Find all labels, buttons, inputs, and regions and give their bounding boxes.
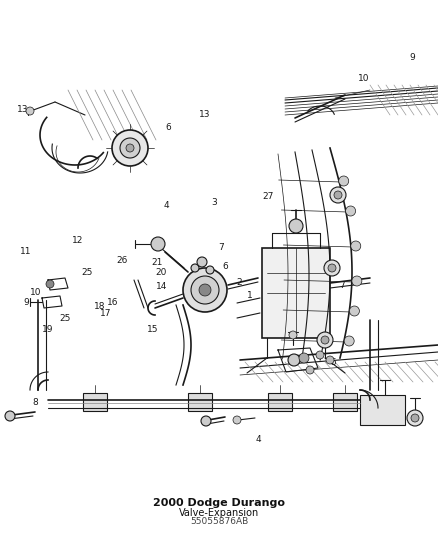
Text: 8: 8: [32, 398, 38, 407]
Text: 6: 6: [223, 262, 229, 271]
Circle shape: [326, 356, 334, 364]
Text: 15: 15: [147, 325, 158, 334]
Text: 9: 9: [410, 53, 416, 62]
Circle shape: [112, 130, 148, 166]
Text: 13: 13: [17, 105, 28, 114]
Bar: [268, 393, 292, 411]
Circle shape: [351, 241, 361, 251]
Text: 5: 5: [330, 358, 336, 367]
Text: 13: 13: [199, 110, 211, 119]
Circle shape: [328, 264, 336, 272]
Circle shape: [191, 276, 219, 304]
Bar: [333, 393, 357, 411]
Text: 16: 16: [107, 298, 119, 307]
Text: 9: 9: [23, 298, 29, 307]
Circle shape: [407, 410, 423, 426]
Text: 4: 4: [164, 201, 169, 209]
Circle shape: [350, 306, 360, 316]
Circle shape: [26, 107, 34, 115]
Circle shape: [411, 414, 419, 422]
Circle shape: [233, 416, 241, 424]
Text: 14: 14: [155, 282, 167, 291]
Text: 12: 12: [72, 237, 84, 245]
Circle shape: [288, 354, 300, 366]
Circle shape: [317, 332, 333, 348]
Bar: [188, 393, 212, 411]
Circle shape: [126, 144, 134, 152]
Text: 2: 2: [236, 278, 241, 287]
Circle shape: [352, 276, 362, 286]
Circle shape: [197, 257, 207, 267]
Text: 20: 20: [155, 269, 167, 277]
Circle shape: [151, 237, 165, 251]
Bar: [83, 393, 107, 411]
Circle shape: [324, 260, 340, 276]
Text: 17: 17: [100, 309, 112, 318]
Text: Valve-Expansion: Valve-Expansion: [179, 508, 259, 518]
Text: 55055876AB: 55055876AB: [190, 518, 248, 527]
Circle shape: [334, 191, 342, 199]
Text: 25: 25: [59, 314, 71, 323]
Text: 4: 4: [256, 435, 261, 444]
Text: 7: 7: [218, 244, 224, 252]
Circle shape: [46, 280, 54, 288]
Text: 25: 25: [81, 269, 92, 277]
Text: 2000 Dodge Durango: 2000 Dodge Durango: [153, 498, 285, 508]
Circle shape: [299, 353, 309, 363]
Text: 11: 11: [20, 247, 31, 256]
Circle shape: [191, 264, 199, 272]
Circle shape: [321, 336, 329, 344]
Circle shape: [206, 266, 214, 274]
Text: 21: 21: [151, 258, 162, 266]
Bar: [262, 248, 330, 338]
Text: 6: 6: [166, 124, 172, 132]
Text: 26: 26: [116, 256, 127, 264]
Circle shape: [199, 284, 211, 296]
Bar: [360, 395, 405, 425]
Text: 10: 10: [30, 288, 42, 296]
Circle shape: [339, 176, 349, 186]
Circle shape: [346, 206, 356, 216]
Text: 27: 27: [262, 192, 274, 200]
Text: 19: 19: [42, 325, 53, 334]
Circle shape: [330, 187, 346, 203]
Text: 7: 7: [339, 281, 345, 289]
Text: 10: 10: [358, 75, 369, 83]
Circle shape: [344, 336, 354, 346]
Circle shape: [289, 219, 303, 233]
Circle shape: [5, 411, 15, 421]
Circle shape: [316, 351, 324, 359]
Circle shape: [183, 268, 227, 312]
Text: 1: 1: [247, 292, 253, 300]
Text: 18: 18: [94, 302, 106, 311]
Circle shape: [120, 138, 140, 158]
Circle shape: [289, 331, 297, 339]
Text: 3: 3: [212, 198, 218, 207]
Circle shape: [306, 366, 314, 374]
Circle shape: [201, 416, 211, 426]
